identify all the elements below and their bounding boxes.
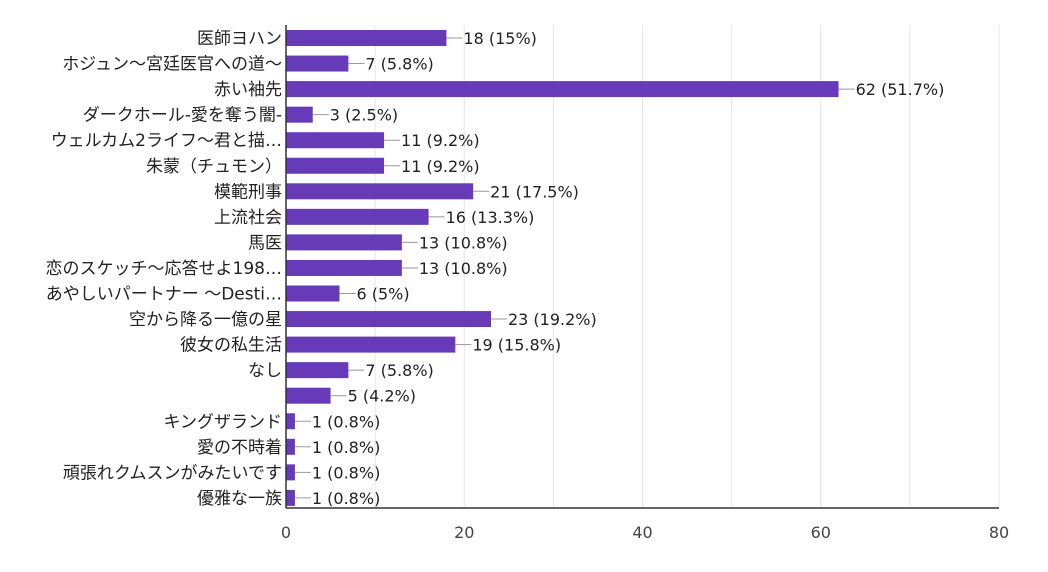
data-label-13: 7 (5.8%)	[365, 361, 433, 380]
bar-6[interactable]	[286, 183, 474, 200]
bar-18[interactable]	[286, 489, 295, 506]
bar-7[interactable]	[286, 208, 429, 225]
data-label-2: 62 (51.7%)	[856, 80, 945, 99]
bar-2[interactable]	[286, 81, 839, 98]
bar-15[interactable]	[286, 413, 295, 430]
bar-16[interactable]	[286, 438, 295, 455]
x-tick-label-40: 40	[632, 523, 652, 542]
data-label-12: 19 (15.8%)	[472, 336, 561, 355]
bar-10[interactable]	[286, 285, 340, 302]
category-label-1: ホジュン～宮廷医官への道～	[62, 55, 282, 75]
data-label-8: 13 (10.8%)	[419, 233, 508, 252]
bar-17[interactable]	[286, 464, 295, 481]
category-label-11: 空から降る一億の星	[129, 310, 282, 330]
data-label-7: 16 (13.3%)	[446, 208, 535, 227]
category-label-13: なし	[248, 361, 282, 381]
category-label-18: 優雅な一族	[197, 489, 282, 509]
category-label-9: 恋のスケッチ～応答せよ198…	[46, 258, 282, 279]
data-label-0: 18 (15%)	[463, 29, 537, 48]
bar-9[interactable]	[286, 259, 402, 276]
category-label-16: 愛の不時着	[197, 438, 282, 458]
axes: 0 20 40 60 80	[281, 25, 1009, 542]
category-label-4: ウェルカム2ライフ～君と描…	[51, 131, 282, 151]
bar-0[interactable]	[286, 30, 447, 46]
category-label-10: あやしいパートナー ～Desti…	[46, 285, 282, 305]
category-label-8: 馬医	[248, 233, 282, 253]
category-label-0: 医師ヨハン	[197, 29, 282, 49]
category-label-12: 彼女の私生活	[180, 336, 282, 356]
x-tick-label-20: 20	[454, 523, 474, 542]
data-label-5: 11 (9.2%)	[401, 157, 480, 176]
category-label-6: 模範刑事	[214, 182, 282, 202]
bar-8[interactable]	[286, 234, 402, 251]
bar-13[interactable]	[286, 362, 349, 379]
data-label-14: 5 (4.2%)	[348, 387, 416, 406]
data-label-4: 11 (9.2%)	[401, 131, 480, 150]
data-label-18: 1 (0.8%)	[312, 489, 380, 508]
data-label-1: 7 (5.8%)	[365, 55, 433, 74]
bar-5[interactable]	[286, 157, 385, 174]
category-label-3: ダークホール-愛を奪う闇-	[83, 106, 282, 126]
bar-3[interactable]	[286, 106, 313, 123]
x-tick-label-80: 80	[989, 523, 1009, 542]
data-label-17: 1 (0.8%)	[312, 463, 380, 482]
bars	[286, 30, 855, 506]
data-label-9: 13 (10.8%)	[419, 259, 508, 278]
category-label-2: 赤い袖先	[214, 80, 282, 100]
data-label-16: 1 (0.8%)	[312, 438, 380, 457]
bar-14[interactable]	[286, 387, 331, 404]
x-tick-label-60: 60	[811, 523, 831, 542]
bar-4[interactable]	[286, 132, 385, 149]
bar-12[interactable]	[286, 336, 456, 353]
category-label-15: キングザランド	[164, 412, 283, 432]
data-label-3: 3 (2.5%)	[330, 106, 398, 125]
data-label-6: 21 (17.5%)	[490, 182, 579, 201]
gridlines	[374, 25, 1000, 508]
bar-11[interactable]	[286, 311, 491, 328]
bar-1[interactable]	[286, 55, 349, 72]
data-label-10: 6 (5%)	[356, 285, 409, 304]
category-label-7: 上流社会	[214, 208, 282, 228]
x-tick-label-0: 0	[281, 523, 291, 542]
category-label-17: 頑張れクムスンがみたいです	[63, 463, 282, 483]
labels: 18 (15%) 医師ヨハン 7 (5.8%) ホジュン～宮廷医官への道～ 62 (51…	[46, 29, 945, 509]
category-label-5: 朱蒙（チュモン）	[146, 157, 282, 177]
data-label-15: 1 (0.8%)	[312, 412, 380, 431]
data-label-11: 23 (19.2%)	[508, 310, 597, 329]
